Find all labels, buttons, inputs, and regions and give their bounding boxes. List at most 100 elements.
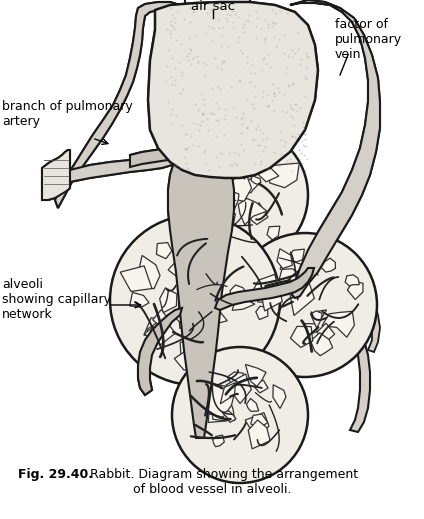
Polygon shape — [55, 2, 180, 208]
Polygon shape — [356, 285, 380, 352]
Text: Fig. 29.40.: Fig. 29.40. — [18, 468, 93, 481]
Text: factor of
pulmonary
vein: factor of pulmonary vein — [335, 18, 402, 61]
Polygon shape — [212, 168, 226, 179]
Polygon shape — [347, 281, 363, 299]
Polygon shape — [241, 178, 259, 193]
Polygon shape — [245, 203, 268, 225]
Polygon shape — [238, 198, 267, 225]
Polygon shape — [213, 154, 228, 169]
Polygon shape — [287, 249, 304, 262]
Polygon shape — [253, 275, 279, 303]
Polygon shape — [206, 208, 235, 237]
Polygon shape — [42, 150, 70, 200]
Polygon shape — [42, 150, 70, 200]
Polygon shape — [321, 258, 335, 272]
Polygon shape — [265, 275, 282, 289]
Text: alveoli
showing capillary
network: alveoli showing capillary network — [2, 278, 111, 321]
Polygon shape — [243, 150, 263, 172]
Polygon shape — [228, 155, 238, 166]
Polygon shape — [310, 311, 322, 328]
Polygon shape — [290, 326, 312, 347]
Polygon shape — [120, 266, 152, 291]
Polygon shape — [138, 308, 182, 395]
Polygon shape — [345, 275, 360, 286]
Polygon shape — [227, 372, 246, 386]
Polygon shape — [290, 0, 380, 298]
Text: air sac: air sac — [191, 0, 235, 13]
Polygon shape — [208, 402, 226, 422]
Polygon shape — [144, 318, 172, 338]
Polygon shape — [280, 257, 303, 274]
Polygon shape — [252, 430, 267, 444]
Polygon shape — [179, 289, 201, 329]
Circle shape — [172, 127, 308, 263]
Polygon shape — [198, 407, 208, 418]
Polygon shape — [246, 399, 259, 412]
Polygon shape — [153, 309, 170, 326]
Polygon shape — [226, 374, 251, 404]
Circle shape — [110, 215, 280, 385]
Polygon shape — [212, 310, 227, 324]
Polygon shape — [182, 272, 211, 302]
Polygon shape — [206, 384, 234, 417]
Polygon shape — [168, 142, 234, 438]
Polygon shape — [55, 2, 180, 208]
Text: branch of pulmonary
artery: branch of pulmonary artery — [2, 100, 133, 128]
Polygon shape — [245, 364, 266, 386]
Polygon shape — [160, 288, 177, 312]
Polygon shape — [148, 2, 318, 178]
Polygon shape — [168, 142, 234, 438]
Polygon shape — [194, 284, 220, 319]
Polygon shape — [254, 380, 268, 393]
Polygon shape — [350, 320, 370, 432]
Polygon shape — [277, 249, 292, 268]
Polygon shape — [248, 420, 270, 449]
Polygon shape — [55, 145, 185, 188]
Polygon shape — [148, 2, 318, 178]
Text: of blood vessel in alveoli.: of blood vessel in alveoli. — [133, 483, 291, 496]
Polygon shape — [290, 0, 380, 298]
Text: Rabbit. Diagram showing the arrangement: Rabbit. Diagram showing the arrangement — [82, 468, 358, 481]
Polygon shape — [260, 284, 282, 311]
Polygon shape — [215, 268, 314, 310]
Polygon shape — [137, 255, 160, 289]
Polygon shape — [130, 144, 188, 167]
Polygon shape — [224, 192, 239, 210]
Polygon shape — [218, 207, 233, 221]
Polygon shape — [317, 323, 335, 344]
Polygon shape — [156, 242, 172, 258]
Polygon shape — [130, 144, 188, 167]
Polygon shape — [168, 250, 214, 287]
Polygon shape — [237, 142, 245, 153]
Polygon shape — [147, 318, 176, 345]
Polygon shape — [256, 306, 268, 320]
Polygon shape — [216, 205, 227, 220]
Polygon shape — [230, 285, 250, 303]
Polygon shape — [217, 229, 252, 261]
Polygon shape — [273, 385, 286, 408]
Polygon shape — [304, 323, 317, 334]
Polygon shape — [251, 175, 261, 184]
Polygon shape — [220, 383, 235, 404]
Polygon shape — [138, 308, 182, 395]
Polygon shape — [253, 167, 279, 182]
Polygon shape — [215, 268, 314, 310]
Polygon shape — [213, 435, 224, 447]
Polygon shape — [130, 292, 149, 307]
Polygon shape — [289, 278, 314, 316]
Polygon shape — [55, 145, 185, 188]
Polygon shape — [232, 298, 255, 310]
Polygon shape — [245, 413, 269, 440]
Polygon shape — [176, 312, 187, 322]
Circle shape — [233, 233, 377, 377]
Polygon shape — [174, 351, 202, 370]
Polygon shape — [189, 264, 219, 300]
Polygon shape — [278, 269, 301, 289]
Polygon shape — [313, 310, 326, 319]
Polygon shape — [268, 163, 299, 188]
Polygon shape — [267, 226, 280, 240]
Polygon shape — [222, 411, 236, 422]
Polygon shape — [195, 151, 211, 166]
Polygon shape — [196, 379, 209, 394]
Polygon shape — [212, 401, 235, 421]
